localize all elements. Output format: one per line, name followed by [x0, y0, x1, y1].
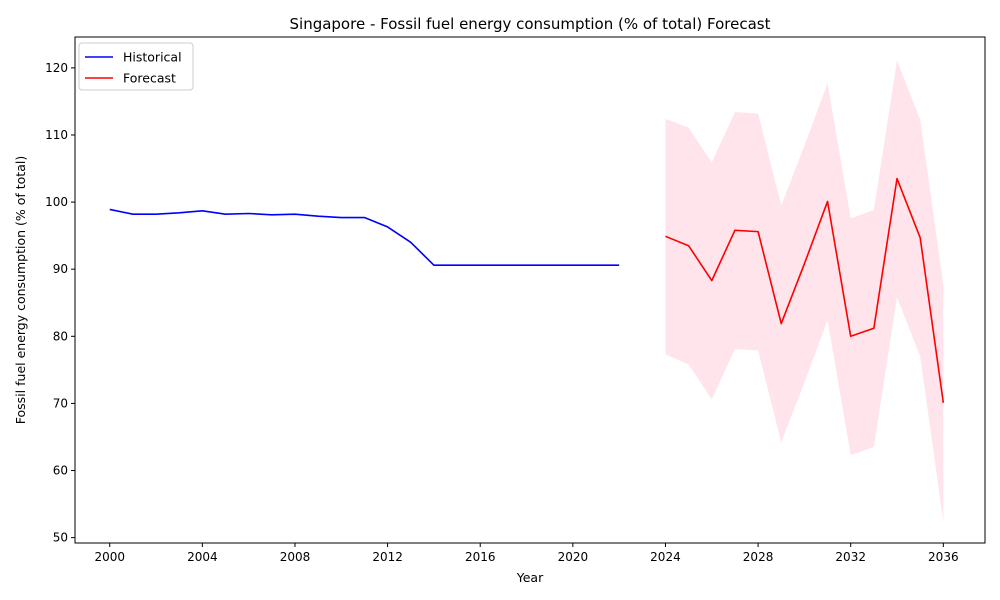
y-tick-label: 110 — [45, 128, 68, 142]
y-tick-label: 50 — [53, 531, 68, 545]
y-tick-label: 70 — [53, 396, 68, 410]
y-tick-label: 60 — [53, 464, 68, 478]
y-axis-title: Fossil fuel energy consumption (% of tot… — [13, 156, 28, 424]
x-tick-label: 2024 — [650, 550, 681, 564]
y-tick-label: 120 — [45, 61, 68, 75]
y-axis: 50 60 70 80 90 100 110 120 — [45, 61, 75, 545]
x-tick-label: 2004 — [187, 550, 218, 564]
x-tick-label: 2008 — [280, 550, 311, 564]
series-line-historical — [109, 208, 620, 266]
forecast-interval-band — [665, 60, 944, 522]
legend-label-forecast: Forecast — [123, 71, 176, 86]
x-tick-label: 2012 — [372, 550, 403, 564]
plot-area — [109, 60, 945, 522]
y-tick-label: 80 — [53, 329, 68, 343]
series-line-forecast — [665, 177, 945, 403]
legend-label-historical: Historical — [123, 50, 182, 65]
x-tick-label: 2032 — [835, 550, 866, 564]
x-tick-label: 2016 — [465, 550, 496, 564]
x-tick-label: 2020 — [558, 550, 589, 564]
chart-title: Singapore - Fossil fuel energy consumpti… — [290, 15, 771, 33]
y-tick-label: 90 — [53, 262, 68, 276]
x-tick-label: 2036 — [928, 550, 959, 564]
legend: Historical Forecast — [78, 42, 194, 91]
x-tick-label: 2000 — [94, 550, 125, 564]
y-tick-label: 100 — [45, 195, 68, 209]
plot-frame — [74, 36, 986, 544]
x-tick-label: 2028 — [743, 550, 774, 564]
x-axis: 2000 2004 2008 2012 2016 2020 2024 2028 2032 2036 — [94, 543, 959, 564]
x-axis-title: Year — [516, 570, 544, 585]
